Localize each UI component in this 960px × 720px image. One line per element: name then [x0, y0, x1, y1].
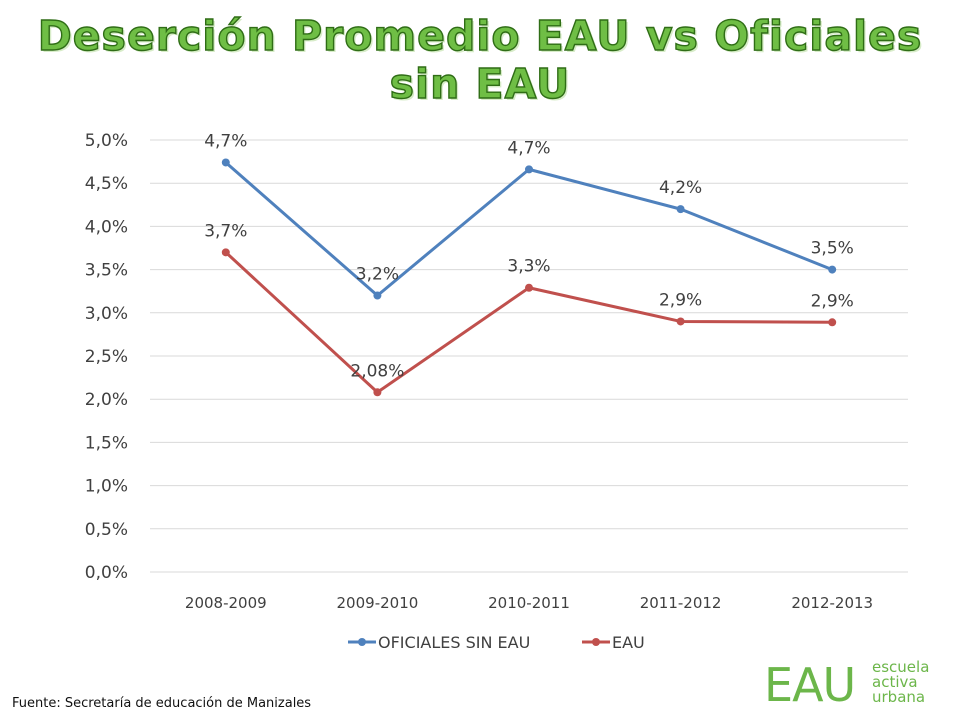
y-tick-label: 0,5% [85, 520, 128, 540]
data-label: 4,7% [507, 138, 550, 158]
x-tick-label: 2012-2013 [791, 594, 873, 612]
y-tick-label: 2,0% [85, 390, 128, 410]
data-point [525, 165, 533, 174]
data-label: 4,7% [204, 131, 247, 151]
logo-words: escuela activa urbana [872, 660, 929, 705]
data-label: 2,9% [659, 290, 702, 310]
logo-word-3: urbana [872, 688, 926, 706]
data-point [221, 248, 230, 257]
data-label: 2,08% [350, 361, 404, 381]
y-tick-label: 4,5% [85, 174, 128, 194]
data-label: 2,9% [811, 291, 854, 311]
y-tick-label: 3,5% [85, 261, 128, 281]
data-point [373, 291, 382, 300]
data-point [525, 283, 533, 292]
data-point [373, 388, 382, 397]
source-note: Fuente: Secretaría de educación de Maniz… [12, 696, 312, 711]
legend-marker [358, 638, 366, 646]
legend-label: OFICIALES SIN EAU [378, 633, 530, 652]
legend-marker [592, 638, 600, 646]
data-label: 3,5% [811, 239, 854, 259]
data-label: 3,7% [204, 221, 247, 241]
x-tick-label: 2010-2011 [488, 594, 570, 612]
y-tick-label: 1,0% [85, 477, 128, 497]
eau-logo: EAU escuela activa urbana [764, 658, 954, 714]
chart-title-line-1: Deserción Promedio EAU vs Oficiales [37, 11, 923, 60]
y-tick-label: 2,5% [85, 347, 128, 367]
logo-mark: EAU [764, 658, 856, 712]
y-tick-label: 3,0% [85, 304, 128, 324]
x-tick-label: 2011-2012 [640, 594, 722, 612]
data-point [676, 205, 685, 214]
y-tick-label: 4,0% [85, 217, 128, 237]
y-tick-label: 5,0% [85, 131, 128, 151]
data-label: 3,2% [356, 265, 399, 285]
chart-title: Deserción Promedio EAU vs Oficiales sin … [0, 11, 960, 108]
x-tick-label: 2009-2010 [337, 594, 419, 612]
data-point [828, 318, 837, 327]
chart-title-line-2: sin EAU [389, 59, 571, 108]
data-point [676, 317, 685, 326]
data-point [221, 158, 230, 167]
x-tick-label: 2008-2009 [185, 594, 267, 612]
legend-label: EAU [612, 633, 645, 652]
logo-word-1: escuela [872, 658, 930, 676]
data-label: 4,2% [659, 178, 702, 198]
logo-word-2: activa [872, 673, 918, 691]
y-tick-label: 0,0% [85, 563, 128, 583]
data-label: 3,3% [507, 257, 550, 277]
data-point [828, 265, 837, 274]
y-tick-label: 1,5% [85, 433, 128, 453]
